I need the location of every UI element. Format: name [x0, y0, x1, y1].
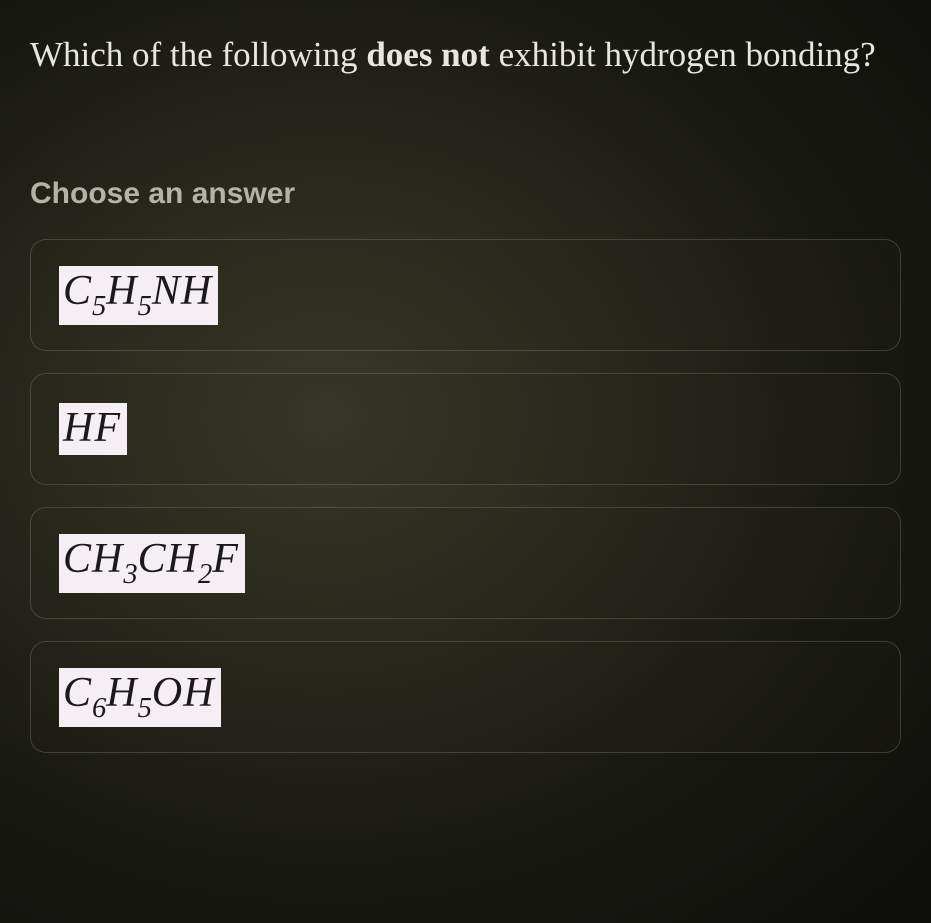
options-list: C5H5NH HF CH3CH2F C6H5OH: [30, 239, 901, 753]
option-c-formula: CH3CH2F: [59, 534, 245, 593]
question-pre: Which of the following: [30, 35, 366, 74]
question-post: exhibit hydrogen bonding?: [490, 35, 876, 74]
option-a-formula: C5H5NH: [59, 266, 218, 325]
option-c[interactable]: CH3CH2F: [30, 507, 901, 619]
option-b[interactable]: HF: [30, 373, 901, 485]
option-b-formula: HF: [59, 403, 127, 455]
quiz-page: Which of the following does not exhibit …: [0, 0, 931, 923]
option-d[interactable]: C6H5OH: [30, 641, 901, 753]
option-d-formula: C6H5OH: [59, 668, 221, 727]
option-a[interactable]: C5H5NH: [30, 239, 901, 351]
choose-answer-label: Choose an answer: [30, 177, 901, 211]
question-text: Which of the following does not exhibit …: [30, 28, 901, 82]
question-bold: does not: [366, 35, 490, 74]
